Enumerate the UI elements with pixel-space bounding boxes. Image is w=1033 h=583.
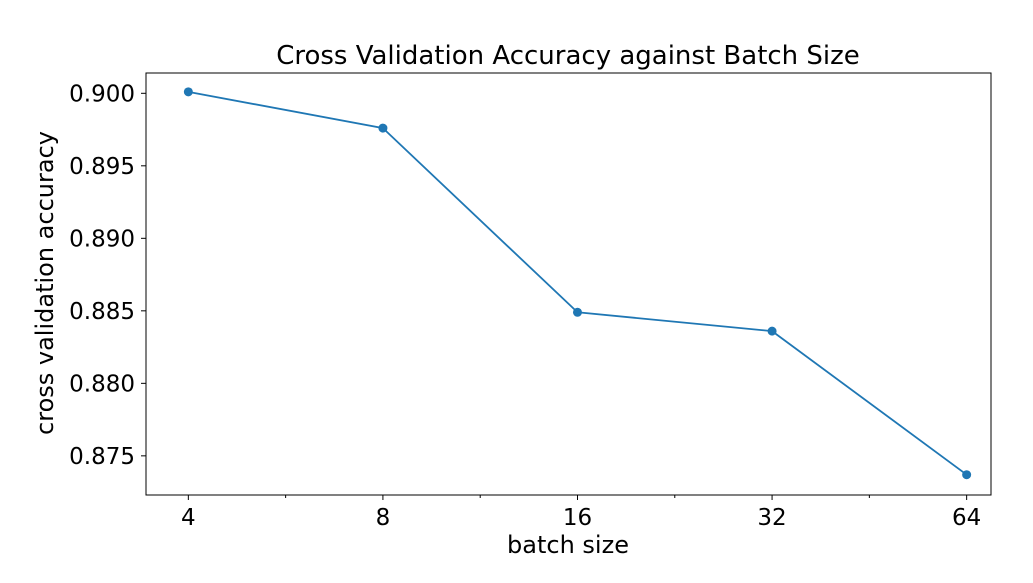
chart-title: Cross Validation Accuracy against Batch … [276,41,860,71]
y-tick-label: 0.900 [69,81,135,107]
x-axis-label: batch size [507,531,629,559]
data-point [378,123,388,133]
data-point [962,470,972,480]
data-point [767,326,777,336]
y-tick-label: 0.885 [69,299,135,325]
data-point [572,307,582,317]
x-tick-label: 64 [952,505,981,531]
data-point [183,87,193,97]
plot-frame [145,72,992,496]
x-tick-label: 4 [181,505,196,531]
y-tick-label: 0.895 [69,154,135,180]
series-line [188,90,968,476]
x-tick-label: 32 [757,505,786,531]
ticks: 4 8 16 32 64 0.875 0.880 0.885 0.890 0.895 0.900 [69,81,981,531]
y-tick-label: 0.880 [69,371,135,397]
y-tick-label: 0.875 [69,444,135,470]
y-tick-label: 0.890 [69,226,135,252]
x-tick-label: 16 [563,505,592,531]
y-axis-label: cross validation accuracy [31,131,59,435]
plot-area [183,87,972,480]
x-tick-label: 8 [376,505,391,531]
